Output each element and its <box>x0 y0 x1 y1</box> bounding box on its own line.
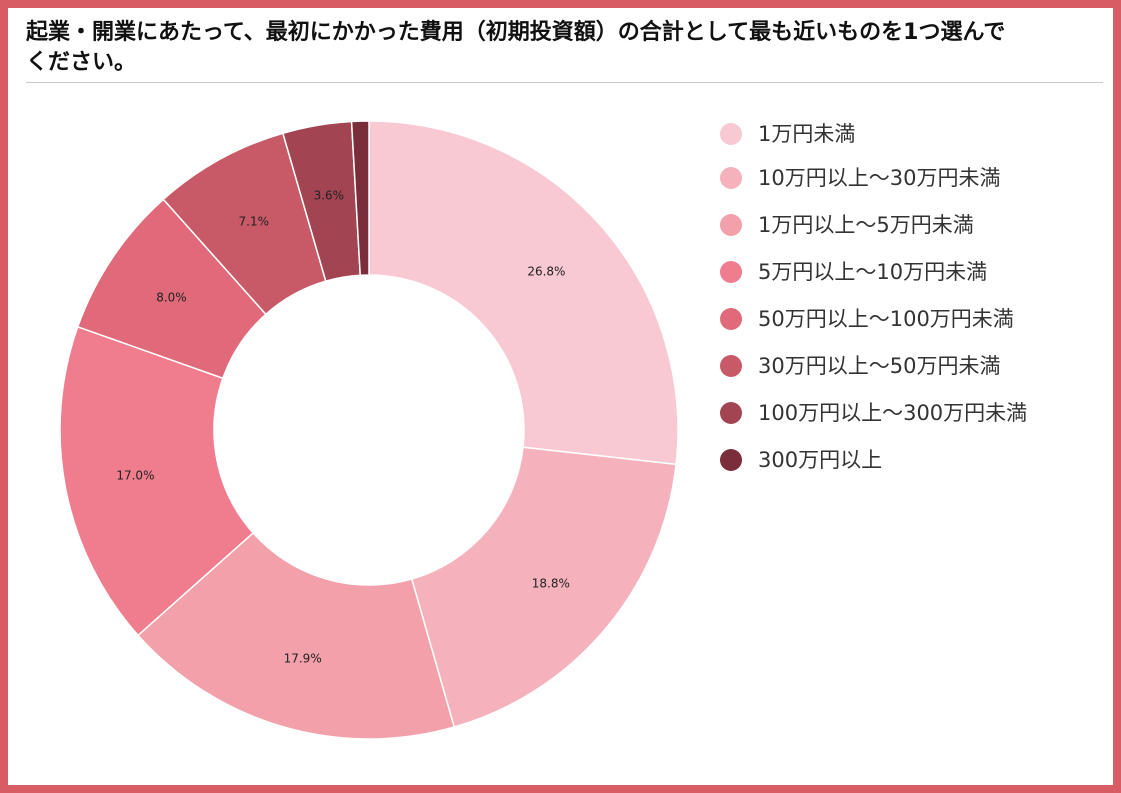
donut-slice-4 <box>59 325 255 637</box>
donut-slice-8 <box>350 120 370 277</box>
legend-item-5: 50万円以上～100万円未満 <box>720 302 1080 336</box>
legend-item-3: 1万円以上～5万円未満 <box>720 208 1080 242</box>
legend-item-6: 30万円以上～50万円未満 <box>720 349 1080 383</box>
slice-value-label-3: 17.9% <box>284 652 322 666</box>
legend-item-4: 5万円以上～10万円未満 <box>720 255 1080 289</box>
slice-value-label-7: 3.6% <box>314 188 345 202</box>
legend-label: 30万円以上～50万円未満 <box>758 354 1001 378</box>
slice-value-label-4: 17.0% <box>116 469 154 483</box>
legend-item-7: 100万円以上～300万円未満 <box>720 396 1080 430</box>
slice-value-label-2: 18.8% <box>532 577 570 591</box>
legend-item-8: 300万円以上 <box>720 443 1080 477</box>
chart-title: 起業・開業にあたって、最初にかかった費用（初期投資額）の合計として最も近いものを… <box>26 20 1006 75</box>
legend-swatch <box>720 402 742 424</box>
legend-label: 300万円以上 <box>758 448 883 472</box>
legend-swatch <box>720 308 742 330</box>
legend-swatch <box>720 261 742 283</box>
chart-legend: 1万円未満 10万円以上～30万円未満 1万円以上～5万円未満 5万円以上～10万円未… <box>720 117 1080 490</box>
donut-slices <box>59 120 679 740</box>
legend-label: 1万円以上～5万円未満 <box>758 213 974 237</box>
slice-value-label-6: 7.1% <box>239 215 270 229</box>
legend-item-1: 1万円未満 <box>720 117 1080 151</box>
legend-swatch <box>720 355 742 377</box>
legend-label: 1万円未満 <box>758 122 856 146</box>
legend-swatch <box>720 123 742 145</box>
legend-label: 10万円以上～30万円未満 <box>758 166 1001 190</box>
donut-slice-1 <box>368 120 679 466</box>
legend-label: 50万円以上～100万円未満 <box>758 307 1014 331</box>
legend-swatch <box>720 167 742 189</box>
title-divider <box>26 82 1103 83</box>
donut-slice-3 <box>136 531 456 740</box>
slice-value-label-1: 26.8% <box>527 264 565 278</box>
legend-swatch <box>720 449 742 471</box>
legend-item-2: 10万円以上～30万円未満 <box>720 161 1080 195</box>
legend-label: 5万円以上～10万円未満 <box>758 260 988 284</box>
legend-swatch <box>720 214 742 236</box>
donut-slice-2 <box>410 446 677 728</box>
legend-label: 100万円以上～300万円未満 <box>758 401 1028 425</box>
slice-labels: 26.8% 18.8% 17.9% 17.0% 8.0% 7.1% 3.6% <box>116 188 570 665</box>
slice-value-label-5: 8.0% <box>156 290 187 304</box>
